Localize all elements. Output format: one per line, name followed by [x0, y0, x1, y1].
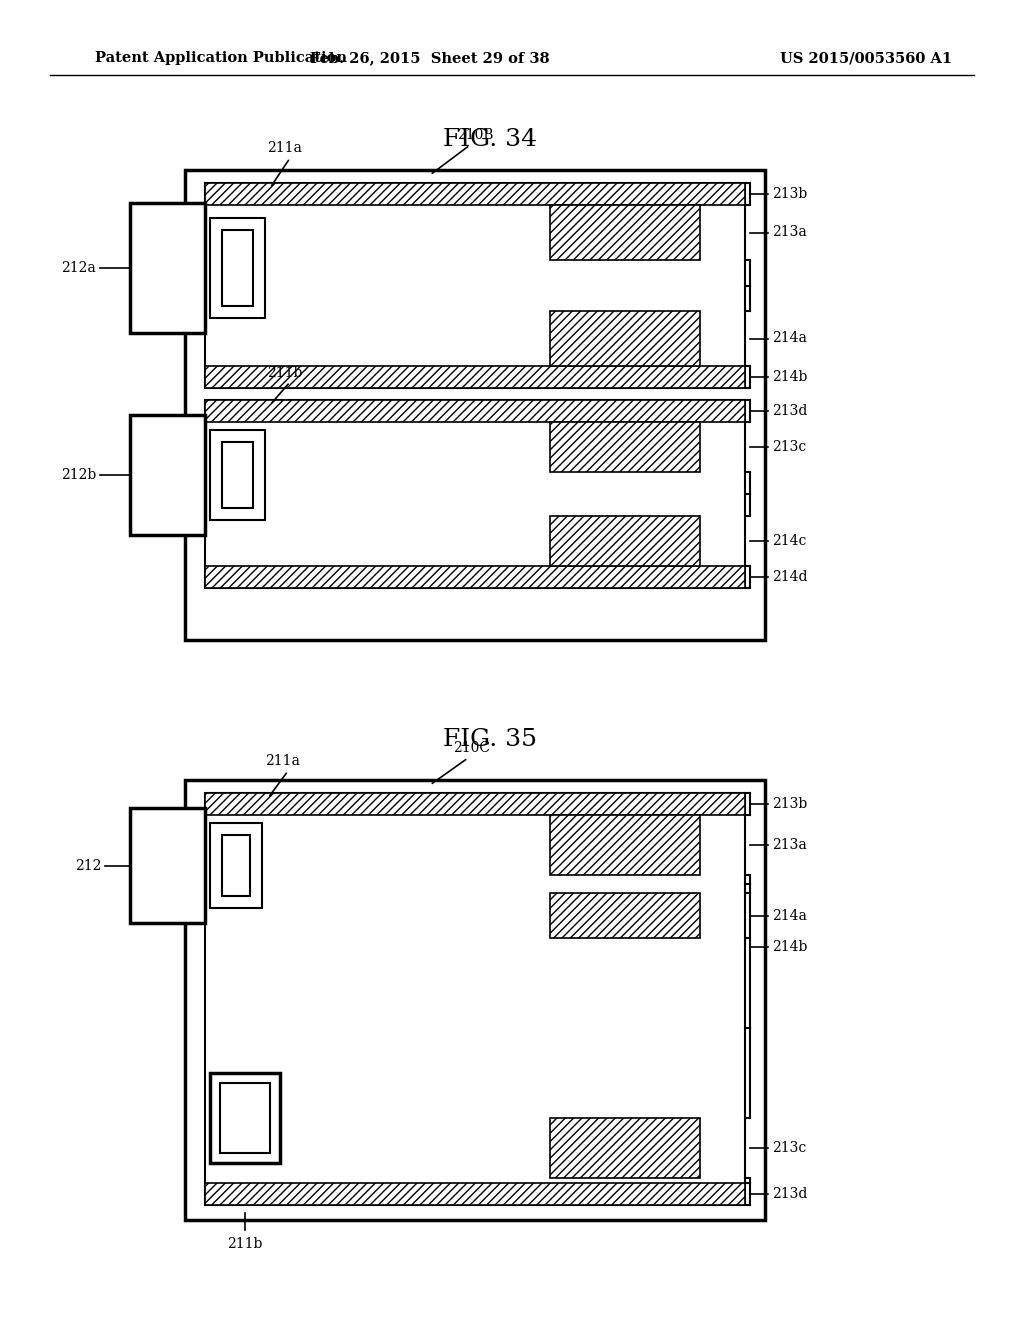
Text: 212b: 212b [60, 469, 96, 482]
Text: 213a: 213a [772, 838, 807, 851]
Text: 213c: 213c [772, 440, 806, 454]
Text: 213b: 213b [772, 187, 807, 201]
Bar [222, 230, 253, 306]
Text: 212: 212 [75, 858, 101, 873]
Bar [550, 205, 700, 260]
Text: 210C: 210C [454, 741, 490, 755]
Text: 212a: 212a [61, 261, 96, 275]
Bar [210, 218, 265, 318]
Text: 211a: 211a [265, 754, 300, 768]
Bar [205, 366, 745, 388]
Text: 214b: 214b [772, 370, 807, 384]
Bar [130, 414, 205, 535]
Bar [130, 203, 205, 333]
Text: 211a: 211a [267, 141, 302, 154]
Bar [205, 183, 745, 205]
Text: 211b: 211b [267, 366, 303, 380]
Text: 214a: 214a [772, 908, 807, 923]
Text: Feb. 26, 2015  Sheet 29 of 38: Feb. 26, 2015 Sheet 29 of 38 [310, 51, 550, 65]
Text: Patent Application Publication: Patent Application Publication [95, 51, 347, 65]
Text: 213a: 213a [772, 226, 807, 239]
Bar [205, 183, 745, 388]
Text: 214d: 214d [772, 570, 808, 583]
Bar [550, 814, 700, 875]
Bar [185, 780, 765, 1220]
Bar [210, 822, 262, 908]
Bar [130, 808, 205, 923]
Text: FIG. 35: FIG. 35 [443, 729, 537, 751]
Bar [205, 400, 745, 422]
Bar [550, 516, 700, 566]
Bar [550, 312, 700, 366]
Bar [550, 422, 700, 473]
Bar [550, 894, 700, 939]
Bar [185, 170, 765, 640]
Bar [222, 836, 250, 896]
Text: 211b: 211b [227, 1237, 263, 1251]
Bar [205, 400, 745, 587]
Bar [220, 1082, 270, 1152]
Bar [205, 793, 745, 814]
Bar [205, 1183, 745, 1205]
Bar [210, 430, 265, 520]
Text: 210B: 210B [457, 128, 494, 143]
Bar [205, 793, 745, 1205]
Text: 213b: 213b [772, 797, 807, 810]
Text: FIG. 34: FIG. 34 [443, 128, 537, 152]
Text: 213d: 213d [772, 404, 807, 418]
Text: 214c: 214c [772, 535, 806, 548]
Text: 214a: 214a [772, 331, 807, 346]
Bar [205, 566, 745, 587]
Bar [550, 1118, 700, 1177]
Bar [222, 442, 253, 508]
Bar [210, 1073, 280, 1163]
Text: US 2015/0053560 A1: US 2015/0053560 A1 [780, 51, 952, 65]
Text: 213c: 213c [772, 1140, 806, 1155]
Text: 213d: 213d [772, 1187, 807, 1201]
Text: 214b: 214b [772, 940, 807, 954]
